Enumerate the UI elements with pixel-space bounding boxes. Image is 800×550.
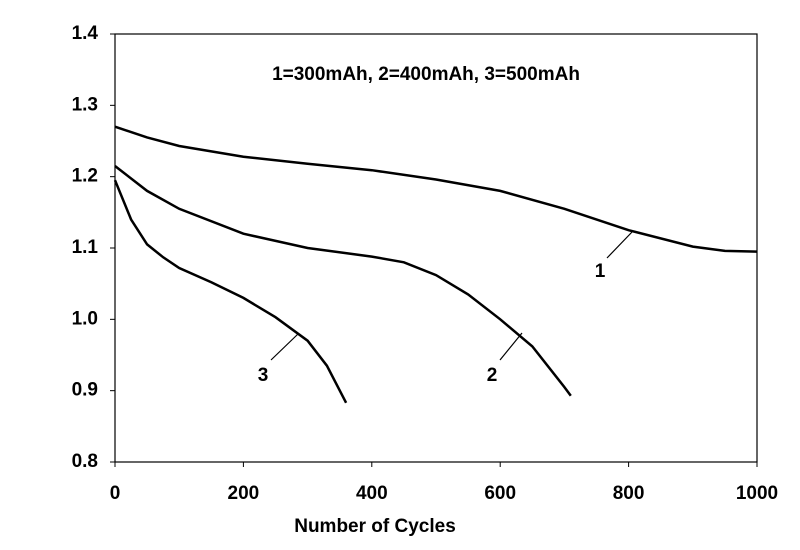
y-tick-label: 1.2 xyxy=(72,166,98,187)
leader-line xyxy=(606,231,633,259)
plot-frame xyxy=(114,33,758,463)
x-tick-label: 600 xyxy=(484,483,516,504)
y-tick-label: 0.9 xyxy=(72,380,98,401)
leader-line xyxy=(270,333,299,361)
leader-line xyxy=(499,332,523,361)
line-series xyxy=(114,125,758,253)
y-tick-label: 0.8 xyxy=(72,451,98,472)
x-axis-label: Number of Cycles xyxy=(294,516,456,537)
y-tick-label: 1.4 xyxy=(72,23,99,44)
x-tick-label: 1000 xyxy=(736,483,778,504)
annotation: 1=300mAh, 2=400mAh, 3=500mAh xyxy=(272,64,580,85)
x-tick-label: 400 xyxy=(356,483,388,504)
y-tick-label: 1.1 xyxy=(72,237,99,258)
y-tick-label: 1.0 xyxy=(72,308,98,329)
x-tick-label: 200 xyxy=(228,483,260,504)
x-tick-label: 0 xyxy=(110,483,121,504)
series-label: 1 xyxy=(595,261,606,282)
series-label: 3 xyxy=(258,365,269,386)
y-tick-label: 1.3 xyxy=(72,94,98,115)
line-series xyxy=(113,179,348,404)
x-tick-label: 800 xyxy=(613,483,645,504)
series-label: 2 xyxy=(487,365,498,386)
line-series xyxy=(114,165,572,397)
